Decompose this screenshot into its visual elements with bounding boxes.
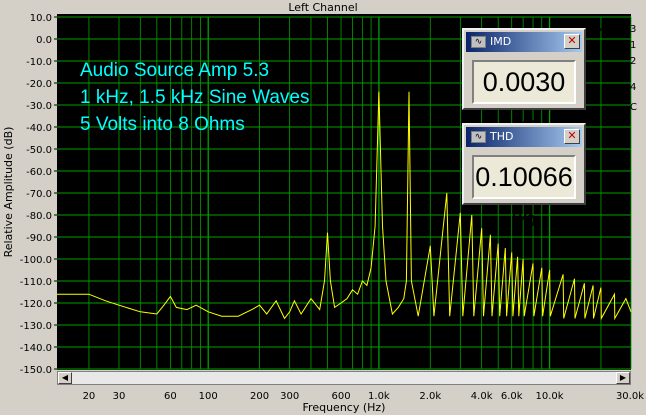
waveform-icon: ∿ xyxy=(471,131,486,143)
y-axis-label: Relative Amplitude (dB) xyxy=(2,127,15,258)
y-tick-labels: 10.0 0.0 -10.0 -20.0 -30.0 -40.0 -50.0 -60.0 -70… xyxy=(20,13,57,376)
x-tick-label: 30.0k xyxy=(616,391,644,402)
x-tick-label: 60 xyxy=(164,391,177,402)
scroll-left-icon[interactable]: ◀ xyxy=(58,372,72,384)
y-tick-label: -20.0 xyxy=(26,79,52,90)
y-tick-label: -30.0 xyxy=(26,101,52,112)
y-tick-label: -70.0 xyxy=(26,189,52,200)
x-tick-label: 10.0k xyxy=(536,391,564,402)
thd-title: THD xyxy=(490,130,514,143)
panel-item[interactable]: 3 xyxy=(630,24,637,35)
trace-layer xyxy=(57,91,632,321)
thd-titlebar[interactable]: ∿ THD ✕ xyxy=(466,127,582,147)
right-side-panel: 3 1 2 4 C xyxy=(626,14,646,124)
panel-item[interactable]: 1 xyxy=(630,40,637,51)
x-tick-labels: 20 30 60 100 200 300 600 1.0k 2.0k 4.0k 6.0k 10.0k 3… xyxy=(83,391,645,402)
close-icon[interactable]: ✕ xyxy=(564,34,580,49)
y-tick-label: 0.0 xyxy=(36,35,52,46)
panel-item[interactable]: 4 xyxy=(630,82,637,93)
y-tick-label: -120.0 xyxy=(20,299,52,310)
x-tick-label: 2.0k xyxy=(419,391,441,402)
y-tick-label: -140.0 xyxy=(20,343,52,354)
y-tick-label: 10.0 xyxy=(30,13,52,24)
y-tick-label: -40.0 xyxy=(26,123,52,134)
x-tick-label: 100 xyxy=(199,391,218,402)
x-axis-label: Frequency (Hz) xyxy=(303,401,386,414)
annotation-line-3: 5 Volts into 8 Ohms xyxy=(80,114,245,135)
horizontal-scrollbar[interactable]: ◀ ▶ xyxy=(57,371,631,385)
annotation-line-1: Audio Source Amp 5.3 xyxy=(80,60,269,81)
scroll-right-icon[interactable]: ▶ xyxy=(616,372,630,384)
x-tick-label: 6.0k xyxy=(501,391,523,402)
y-tick-label: -100.0 xyxy=(20,255,52,266)
x-tick-label: 200 xyxy=(250,391,269,402)
imd-titlebar[interactable]: ∿ IMD ✕ xyxy=(466,32,582,52)
x-tick-label: 30 xyxy=(113,391,126,402)
y-tick-label: -10.0 xyxy=(26,57,52,68)
y-tick-label: -60.0 xyxy=(26,167,52,178)
window-title: Left Channel xyxy=(288,1,358,14)
y-tick-label: -110.0 xyxy=(20,277,52,288)
sine-wave-icon[interactable]: S xyxy=(589,22,625,37)
y-tick-label: -50.0 xyxy=(26,145,52,156)
thd-meter-window[interactable]: ∿ THD ✕ 0.10066 % xyxy=(462,123,586,232)
x-tick-label: 1.0k xyxy=(368,391,390,402)
y-tick-label: -130.0 xyxy=(20,321,52,332)
svg-text:S: S xyxy=(589,22,598,37)
y-tick-label: -90.0 xyxy=(26,233,52,244)
x-tick-label: 600 xyxy=(331,391,350,402)
x-tick-label: 20 xyxy=(83,391,96,402)
thd-value: 0.10066 % xyxy=(472,155,576,232)
x-tick-label: 300 xyxy=(280,391,299,402)
waveform-icon: ∿ xyxy=(471,36,486,48)
y-tick-label: -80.0 xyxy=(26,211,52,222)
imd-value: 0.0030 % xyxy=(472,60,576,137)
imd-title: IMD xyxy=(490,35,512,48)
close-icon[interactable]: ✕ xyxy=(564,129,580,144)
x-tick-label: 4.0k xyxy=(471,391,493,402)
panel-item[interactable]: C xyxy=(630,102,637,113)
panel-item[interactable]: 2 xyxy=(630,56,637,67)
imd-meter-window[interactable]: ∿ IMD ✕ 0.0030 % xyxy=(462,28,586,137)
y-tick-label: -150.0 xyxy=(20,365,52,376)
annotation-line-2: 1 kHz, 1.5 kHz Sine Waves xyxy=(80,87,309,108)
spectrum-trace xyxy=(57,91,632,321)
